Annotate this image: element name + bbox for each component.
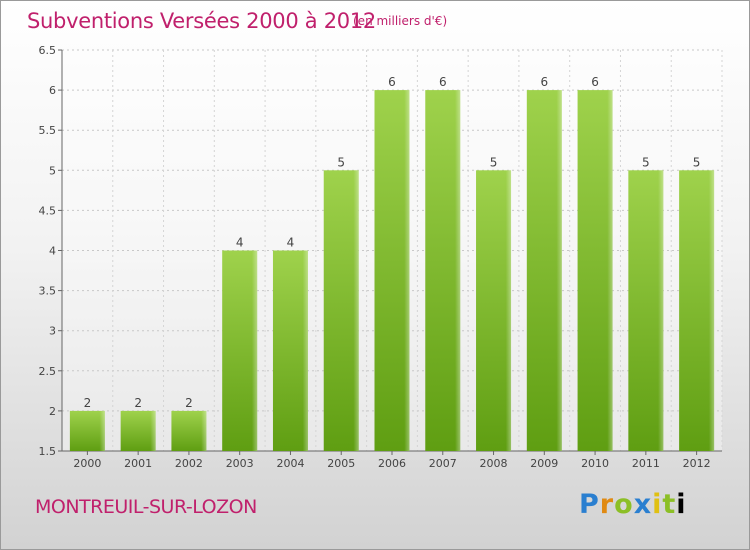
x-tick-label: 2001	[124, 457, 152, 470]
x-tick-label: 2009	[530, 457, 558, 470]
logo-letter: i	[676, 489, 687, 520]
y-tick-label: 4.5	[39, 204, 57, 217]
x-tick-label: 2003	[226, 457, 254, 470]
bar-highlight	[272, 250, 308, 451]
x-tick-label: 2011	[632, 457, 660, 470]
data-label: 2	[134, 396, 142, 410]
commune-name: MONTREUIL-SUR-LOZON	[35, 496, 257, 518]
x-tick-label: 2002	[175, 457, 203, 470]
y-tick-label: 5.5	[39, 124, 57, 137]
y-tick-label: 4	[49, 245, 56, 258]
bar-highlight	[476, 170, 512, 452]
data-label: 6	[439, 75, 447, 89]
x-tick-label: 2007	[429, 457, 457, 470]
data-label: 5	[490, 155, 498, 169]
data-label: 5	[642, 155, 650, 169]
logo-letter: r	[599, 489, 615, 520]
bar-highlight	[526, 90, 562, 451]
bar-highlight	[171, 410, 207, 451]
x-tick-label: 2000	[73, 457, 101, 470]
y-tick-label: 6.5	[39, 44, 57, 57]
x-tick-label: 2006	[378, 457, 406, 470]
y-tick-label: 5	[49, 164, 56, 177]
x-tick-label: 2012	[683, 457, 711, 470]
x-tick-label: 2010	[581, 457, 609, 470]
logo-letter: o	[614, 489, 634, 520]
proxiti-logo: Proxiti	[579, 489, 687, 520]
y-tick-label: 6	[49, 84, 56, 97]
data-label: 2	[84, 396, 92, 410]
logo-letter: i	[652, 489, 663, 520]
x-tick-label: 2008	[480, 457, 508, 470]
bar-highlight	[323, 170, 359, 452]
logo-letter: P	[579, 489, 600, 520]
bar-highlight	[69, 410, 105, 451]
bar-highlight	[120, 410, 156, 451]
x-tick-label: 2005	[327, 457, 355, 470]
data-label: 6	[540, 75, 548, 89]
chart-title: Subventions Versées 2000 à 2012	[27, 9, 376, 33]
data-label: 2	[185, 396, 193, 410]
data-label: 5	[693, 155, 701, 169]
data-label: 4	[287, 236, 295, 250]
data-label: 6	[388, 75, 396, 89]
y-tick-label: 3	[49, 325, 56, 338]
y-tick-label: 2.5	[39, 365, 57, 378]
bar-highlight	[222, 250, 258, 451]
y-tick-label: 1.5	[39, 445, 57, 458]
bar-highlight	[577, 90, 613, 451]
bar-highlight	[679, 170, 715, 452]
logo-letter: t	[662, 489, 677, 520]
bar-highlight	[628, 170, 664, 452]
y-tick-label: 3.5	[39, 285, 57, 298]
data-label: 5	[337, 155, 345, 169]
y-tick-label: 2	[49, 405, 56, 418]
bar-highlight	[374, 90, 410, 451]
data-label: 6	[591, 75, 599, 89]
data-label: 4	[236, 236, 244, 250]
logo-letter: x	[633, 489, 653, 520]
x-tick-label: 2004	[276, 457, 304, 470]
bar-highlight	[425, 90, 461, 451]
chart-unit: (en milliers d'€)	[353, 14, 448, 28]
